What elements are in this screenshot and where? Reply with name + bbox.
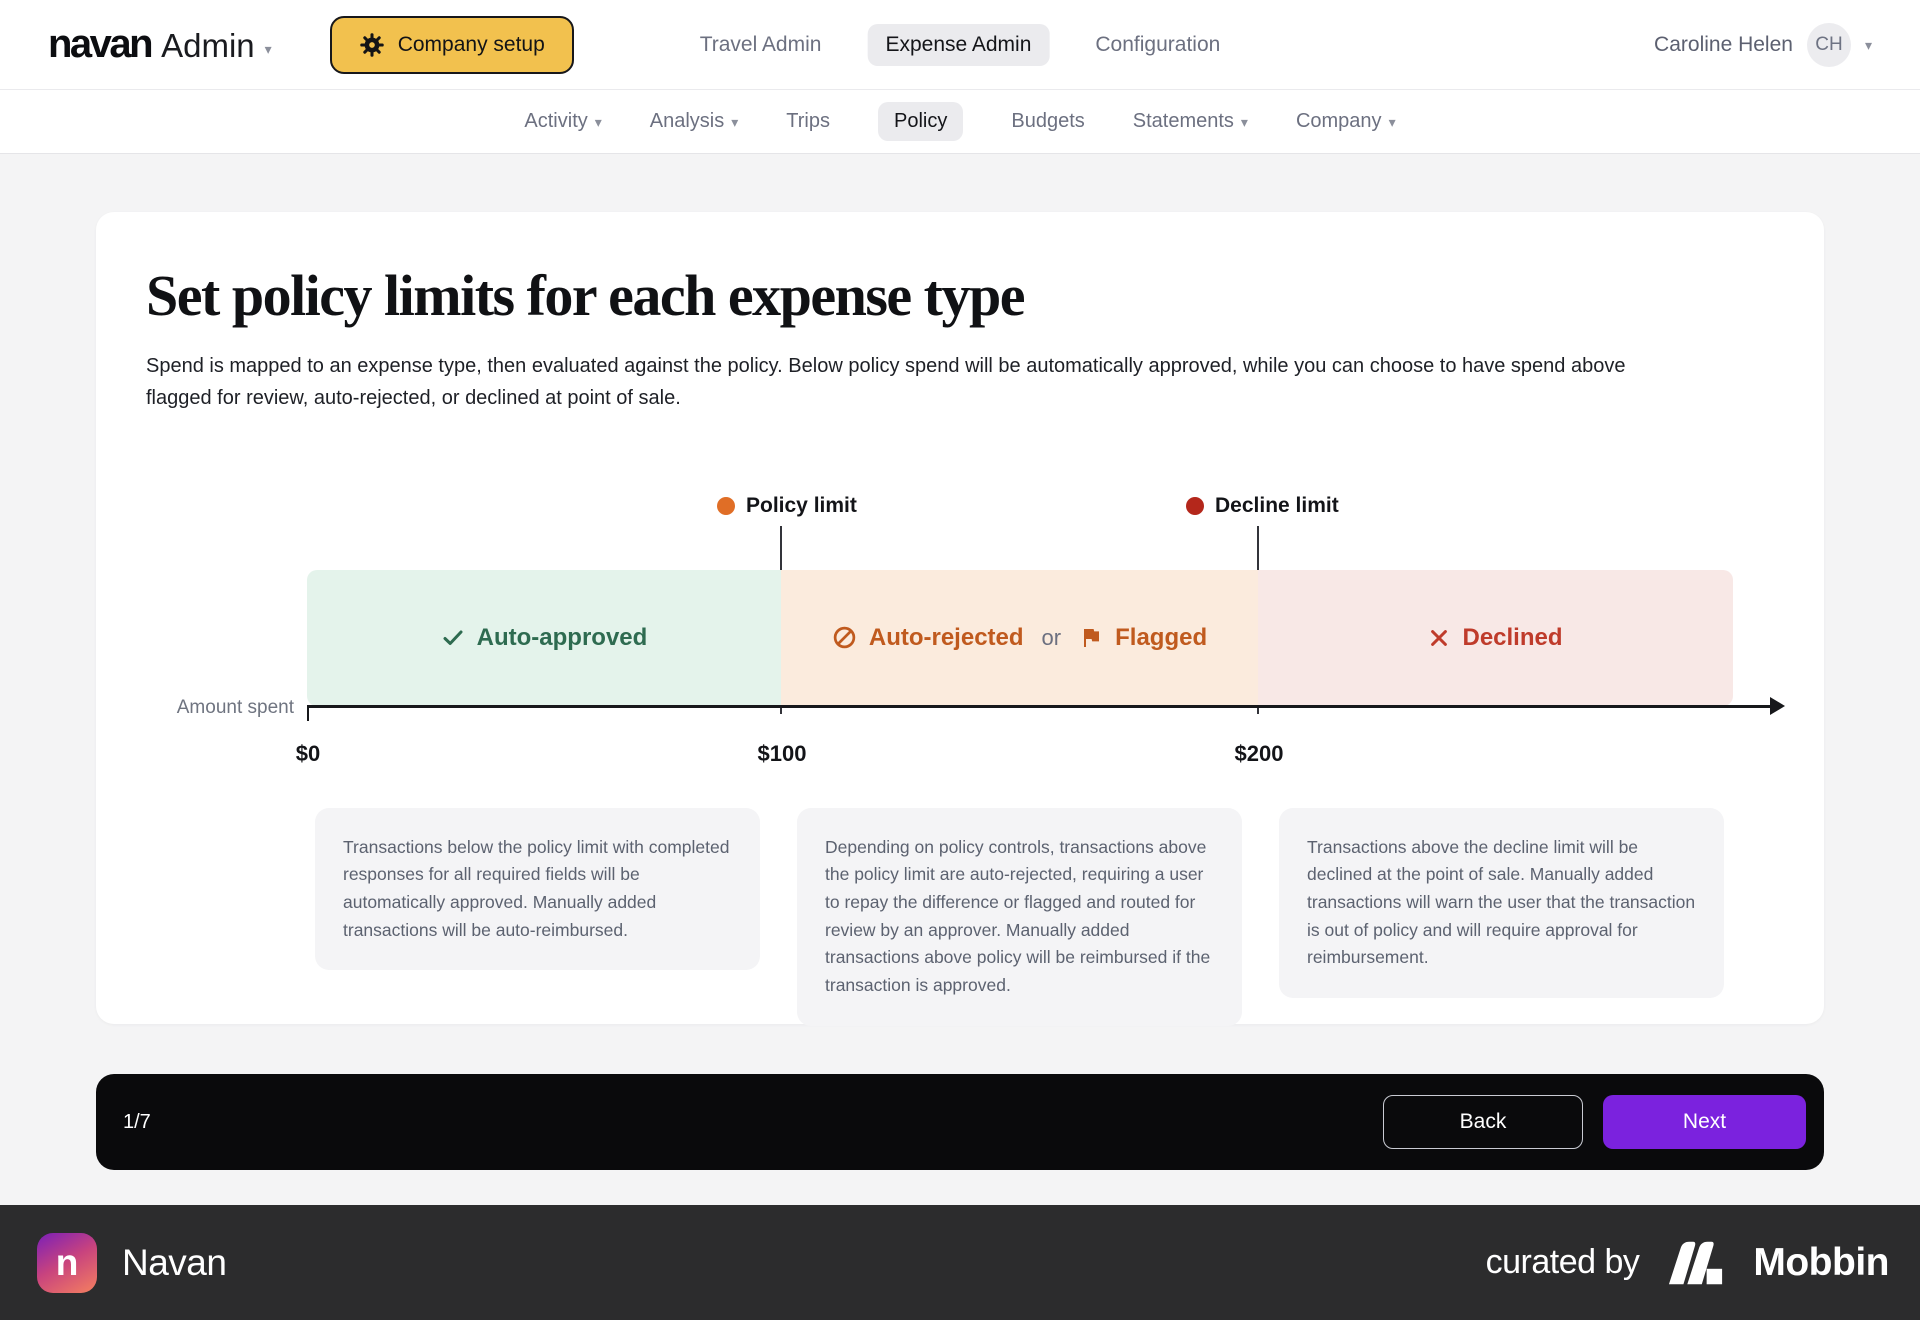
info-cards-row: Transactions below the policy limit with… — [315, 807, 1774, 1026]
policy-limits-diagram: Policy limit Decline limit Auto-approved… — [146, 494, 1785, 774]
zone-label: Declined — [1462, 623, 1563, 651]
legend-label: Policy limit — [746, 493, 857, 517]
legend-decline-limit: Decline limit — [1186, 494, 1339, 518]
tab-travel-admin[interactable]: Travel Admin — [699, 32, 822, 56]
mobbin-logo-icon — [1669, 1241, 1723, 1284]
chevron-down-icon: ▾ — [1240, 113, 1248, 130]
policy-setup-card: Set policy limits for each expense type … — [96, 212, 1824, 1026]
user-menu[interactable]: Caroline Helen CH ▾ — [1654, 22, 1872, 67]
wizard-buttons: Back Next — [1383, 1095, 1806, 1149]
check-icon — [443, 630, 463, 645]
next-button[interactable]: Next — [1603, 1095, 1806, 1149]
info-card-declined: Transactions above the decline limit wil… — [1279, 807, 1724, 998]
user-name: Caroline Helen — [1654, 32, 1793, 56]
expense-admin-subnav: Activity ▾ Analysis ▾ Trips Policy Budge… — [0, 90, 1920, 154]
zone-declined: Declined — [1258, 569, 1733, 706]
page-footer: n Navan curated by Mobbin — [0, 1205, 1920, 1320]
footer-brand-name: Navan — [122, 1241, 227, 1283]
tab-expense-admin[interactable]: Expense Admin — [867, 23, 1050, 66]
zone-label: Auto-approved — [476, 623, 648, 651]
chevron-down-icon: ▾ — [594, 113, 602, 130]
subnav-item-analysis[interactable]: Analysis ▾ — [650, 110, 739, 133]
subnav-item-statements[interactable]: Statements ▾ — [1133, 110, 1248, 133]
wizard-footer-bar: 1/7 Back Next — [96, 1074, 1824, 1170]
subnav-label: Budgets — [1011, 110, 1085, 132]
company-setup-button[interactable]: Company setup — [329, 15, 574, 74]
zone-label: Auto-rejected — [868, 623, 1024, 651]
chevron-down-icon: ▾ — [264, 40, 272, 57]
subnav-label: Company — [1295, 110, 1382, 132]
avatar: CH — [1806, 22, 1851, 67]
subnav-item-company[interactable]: Company ▾ — [1296, 110, 1396, 133]
legend-policy-limit: Policy limit — [717, 494, 857, 518]
brand-menu[interactable]: navan Admin ▾ — [48, 22, 272, 67]
back-button[interactable]: Back — [1383, 1095, 1583, 1149]
tick-label-200: $200 — [1234, 740, 1284, 766]
curated-by-label: curated by — [1485, 1243, 1640, 1281]
amount-spent-label: Amount spent — [176, 696, 294, 718]
tick-label-100: $100 — [757, 740, 807, 766]
decline-limit-dot-icon — [1186, 496, 1204, 515]
legend-label: Decline limit — [1215, 493, 1339, 517]
axis-tick — [307, 704, 309, 721]
info-card-auto-rejected: Depending on policy controls, transactio… — [797, 807, 1242, 1026]
no-entry-icon — [833, 627, 856, 649]
subnav-item-budgets[interactable]: Budgets — [1011, 110, 1084, 133]
subnav-label: Trips — [786, 110, 830, 132]
zone-auto-approved: Auto-approved — [307, 569, 781, 706]
company-setup-label: Company setup — [397, 32, 545, 56]
page-title: Set policy limits for each expense type — [146, 263, 1025, 328]
subnav-item-activity[interactable]: Activity ▾ — [524, 110, 601, 133]
brand-product-label: Admin — [161, 27, 255, 64]
mobbin-wordmark: Mobbin — [1753, 1240, 1889, 1284]
tab-configuration[interactable]: Configuration — [1095, 32, 1221, 56]
subnav-label: Analysis — [649, 110, 725, 132]
top-navbar: navan Admin ▾ Company setup Travel Admin… — [0, 0, 1920, 90]
axis-arrow-icon — [1770, 696, 1785, 715]
amount-axis — [307, 704, 1772, 708]
zone-auto-rejected-flagged: Auto-rejected or Flagged — [781, 569, 1258, 706]
flag-icon — [1084, 628, 1100, 647]
subnav-item-policy[interactable]: Policy — [878, 102, 964, 141]
gear-icon — [359, 32, 384, 57]
subnav-label: Policy — [894, 110, 948, 132]
subnav-item-trips[interactable]: Trips — [786, 110, 830, 133]
chevron-down-icon: ▾ — [1388, 113, 1396, 130]
zone-connector: or — [1041, 624, 1062, 650]
x-icon — [1431, 629, 1448, 646]
policy-limit-dot-icon — [717, 496, 735, 515]
subnav-label: Activity — [524, 110, 588, 132]
step-indicator: 1/7 — [123, 1110, 151, 1133]
subnav-label: Statements — [1132, 110, 1234, 132]
info-card-auto-approved: Transactions below the policy limit with… — [315, 807, 760, 971]
chevron-down-icon: ▾ — [1864, 36, 1872, 53]
navan-app-icon: n — [37, 1232, 97, 1293]
zone-label: Flagged — [1115, 623, 1208, 651]
footer-attribution: curated by Mobbin — [1486, 1241, 1889, 1285]
navan-logo: navan — [48, 22, 154, 66]
tick-label-0: $0 — [295, 740, 321, 766]
admin-tabs: Travel Admin Expense Admin Configuration — [699, 23, 1221, 66]
page-description: Spend is mapped to an expense type, then… — [146, 354, 1626, 409]
chevron-down-icon: ▾ — [731, 113, 739, 130]
